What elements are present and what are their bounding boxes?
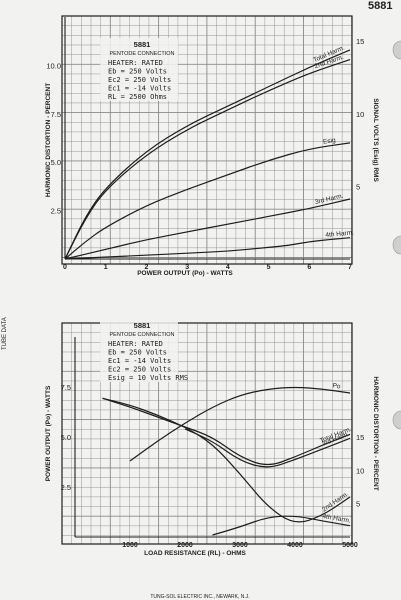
side-label: TUBE DATA <box>2 317 8 350</box>
c2-series-2nd-harm <box>102 397 351 523</box>
c2-x-tick-label: 4000 <box>287 542 303 549</box>
c1-condition-note: Ec1 = -14 Volts <box>108 85 171 93</box>
c2-y2-tick-label: 15 <box>356 433 364 442</box>
chart-distortion-vs-power: 0 1 2 3 4 5 6 7 2.5 5.0 7.5 10.0 5 10 15 POWER OUTPUT (… <box>45 15 379 277</box>
punch-hole-1 <box>392 40 401 60</box>
c2-x-axis-title: LOAD RESISTANCE (RL) - OHMS <box>144 550 246 557</box>
c2-x-tick-label: 3000 <box>232 542 248 549</box>
c1-x-tick-label: 0 <box>63 264 67 271</box>
c2-y-axis-title: POWER OUTPUT (Po) - WATTS <box>45 385 52 481</box>
c1-x-tick-label: 4 <box>226 264 230 271</box>
c1-series-4th-harm <box>64 237 351 260</box>
c1-condition-note: Ec2 = 250 Volts <box>108 76 171 84</box>
c2-series-4th-harm <box>212 515 351 536</box>
c1-chart-subtitle: PENTODE CONNECTION <box>110 51 175 57</box>
c1-x-tick-label: 2 <box>144 264 148 271</box>
c1-series-esig <box>64 142 351 260</box>
c2-condition-note: Eb = 250 Volts <box>108 349 167 357</box>
c2-condition-note: Ec1 = -14 Volts <box>108 357 171 365</box>
c2-y2-axis-title: HARMONIC DISTORTION - PERCENT <box>372 376 379 490</box>
c1-series-2nd-harm <box>64 59 351 260</box>
c1-series-3rd-harm <box>64 198 351 260</box>
c2-series-label-po: Po <box>332 382 341 390</box>
c2-condition-note: Ec2 = 250 Volts <box>108 366 171 374</box>
c2-y2-tick-label: 10 <box>356 466 364 475</box>
c1-y2-tick-label: 10 <box>356 110 364 119</box>
c1-y-axis-title: HARMONIC DISTORTION - PERCENT <box>45 83 52 197</box>
chart-output-vs-load: 1000 2000 3000 4000 5000 2.5 5.0 7.5 5 10 15 LOAD R… <box>45 319 379 557</box>
c2-condition-note: HEATER: RATED <box>108 340 163 348</box>
c2-chart-subtitle: PENTODE CONNECTION <box>110 332 175 338</box>
c1-chart-title: 5881 <box>134 40 151 49</box>
c2-y2-tick-label: 5 <box>356 500 360 509</box>
c2-y-tick-label: 2.5 <box>61 483 71 492</box>
c1-x-tick-label: 6 <box>307 264 311 271</box>
c1-condition-note: Eb = 250 Volts <box>108 68 167 76</box>
c1-series-label-esig: Esig <box>323 137 337 146</box>
c1-title-block-bg <box>100 38 178 101</box>
c1-y-tick-label: 10.0 <box>46 61 61 70</box>
c2-frame <box>61 322 353 545</box>
page-footer: TUNG-SOL ELECTRIC INC., NEWARK, N.J. <box>150 594 249 600</box>
punch-holes <box>392 40 401 430</box>
c2-series-label-4th-harm: 4th Harm. <box>322 513 351 525</box>
c2-series-po <box>129 386 351 462</box>
c2-y-tick-label: 5.0 <box>61 433 71 442</box>
c2-title-block-bg <box>100 319 178 382</box>
c1-y2-tick-label: 5 <box>356 182 360 191</box>
punch-hole-3 <box>392 410 401 430</box>
c1-series-label-4th-harm: 4th Harm. <box>325 229 354 239</box>
c2-chart-title: 5881 <box>134 321 151 330</box>
c1-y2-axis-title: SIGNAL VOLTS (Esig) RMS <box>372 98 379 182</box>
c1-x-tick-label: 7 <box>348 264 352 271</box>
c1-x-tick-label: 5 <box>267 264 271 271</box>
c1-y-tick-label: 2.5 <box>51 207 61 216</box>
punch-hole-2 <box>392 235 401 255</box>
c1-condition-note: HEATER: RATED <box>108 59 163 67</box>
c1-condition-note: RL = 2500 Ohms <box>108 93 167 101</box>
tube-number-header: 5881 <box>368 0 392 12</box>
c2-series-total-harm <box>102 397 351 466</box>
c1-x-tick-label: 3 <box>185 264 189 271</box>
c2-y-tick-label: 7.5 <box>61 383 71 392</box>
c1-x-axis-title: POWER OUTPUT (Po) - WATTS <box>137 270 233 277</box>
c1-y-tick-label: 7.5 <box>51 110 61 119</box>
c2-x-tick-label: 5000 <box>342 542 358 549</box>
c1-frame <box>61 15 353 265</box>
c2-condition-note: Esig = 10 Volts RMS <box>108 374 188 382</box>
c1-y-tick-label: 5.0 <box>51 158 61 167</box>
c1-x-tick-label: 1 <box>104 264 108 271</box>
c2-x-tick-label: 1000 <box>122 542 138 549</box>
c1-series-total-harm <box>64 49 351 260</box>
c1-y2-tick-label: 15 <box>356 37 364 46</box>
c2-x-tick-label: 2000 <box>177 542 193 549</box>
